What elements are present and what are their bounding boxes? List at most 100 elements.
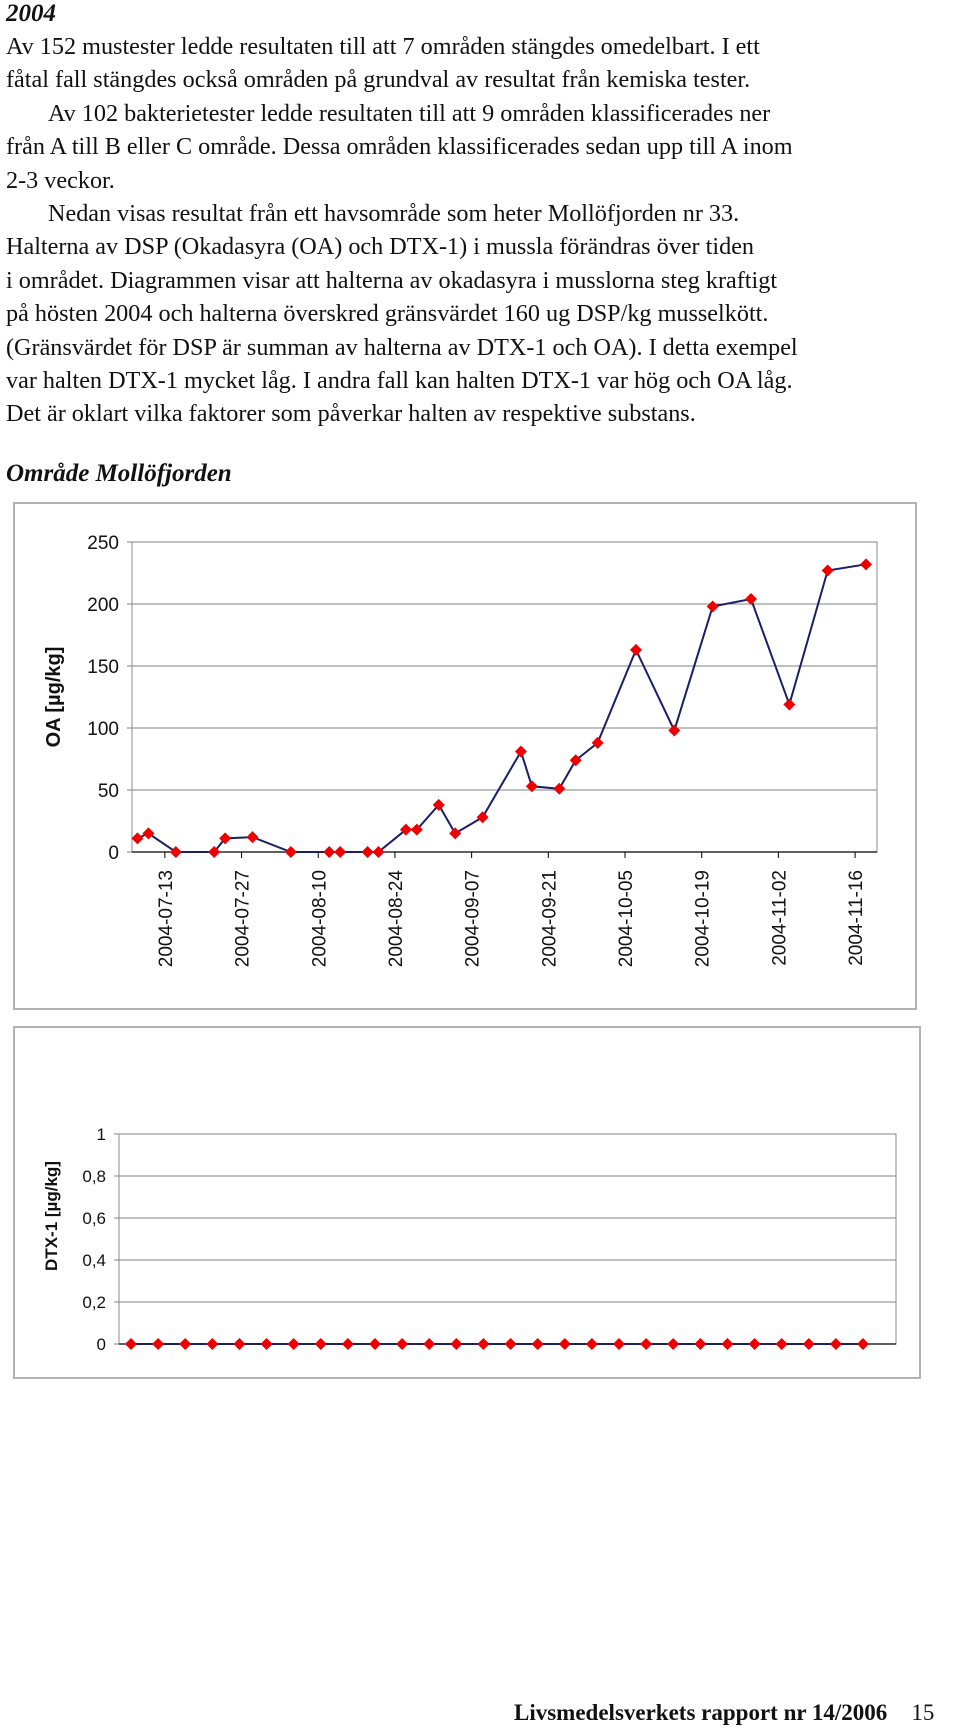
data-point xyxy=(558,1338,571,1350)
x-tick-label: 2004-10-19 xyxy=(693,870,714,967)
data-point xyxy=(287,1338,300,1350)
data-point xyxy=(553,782,566,795)
data-point xyxy=(640,1338,653,1350)
oa-chart-svg: 0 50 100 150 200 250 2004-07-13 2004-07-27 2004-… xyxy=(43,533,878,968)
data-point xyxy=(775,1338,788,1350)
page-number: 15 xyxy=(911,1700,935,1725)
data-point xyxy=(361,846,374,858)
paragraph-line: Av 102 bakterietester ledde resultaten t… xyxy=(48,99,771,127)
data-point xyxy=(246,831,259,844)
paragraph-line: (Gränsvärdet för DSP är summan av halter… xyxy=(6,333,798,361)
x-tick-label: 2004-11-02 xyxy=(769,870,790,966)
x-tick-label: 2004-10-05 xyxy=(616,870,637,967)
paragraph-line: Halterna av DSP (Okadasyra (OA) och DTX-… xyxy=(6,233,755,261)
paragraph-line: i området. Diagrammen visar att halterna… xyxy=(6,266,778,294)
data-point xyxy=(449,827,462,840)
y-tick-label: 1 xyxy=(97,1125,106,1144)
data-point xyxy=(314,1338,327,1350)
dtx-chart: 0 0,2 0,4 0,6 0,8 1 DTX-1 [µg/kg] xyxy=(13,1026,921,1379)
data-point xyxy=(372,846,385,858)
x-tick-label: 2004-07-13 xyxy=(156,870,177,967)
y-tick-label: 0 xyxy=(108,843,119,864)
data-point xyxy=(334,846,347,858)
data-point xyxy=(860,558,873,571)
section-year-heading: 2004 xyxy=(6,0,56,27)
data-point xyxy=(323,846,336,858)
data-point xyxy=(668,724,681,737)
data-point xyxy=(585,1338,598,1350)
y-tick-label: 0,4 xyxy=(82,1251,106,1270)
y-tick-label: 150 xyxy=(87,657,119,678)
paragraph-line: från A till B eller C område. Dessa områ… xyxy=(6,133,793,161)
x-tick-label: 2004-08-24 xyxy=(386,870,407,968)
x-tick-label: 2004-09-21 xyxy=(539,870,560,967)
paragraph-line: Det är oklart vilka faktorer som påverka… xyxy=(6,400,696,428)
paragraph-line: var halten DTX-1 mycket låg. I andra fal… xyxy=(6,367,793,395)
data-point xyxy=(233,1338,246,1350)
data-point xyxy=(219,832,232,845)
paragraph-line: 2-3 veckor. xyxy=(6,166,115,194)
data-point xyxy=(142,827,155,840)
data-point xyxy=(208,846,221,858)
y-axis-title: OA [µg/kg] xyxy=(43,647,65,748)
data-point xyxy=(745,593,758,606)
plot-area xyxy=(131,541,878,853)
data-point xyxy=(821,564,834,577)
data-point xyxy=(629,643,642,656)
data-point xyxy=(857,1338,869,1350)
data-point xyxy=(179,1338,192,1350)
y-tick-label: 0,6 xyxy=(82,1209,106,1228)
data-point xyxy=(396,1338,409,1350)
data-point xyxy=(341,1338,354,1350)
x-tick-label: 2004-11-16 xyxy=(846,870,867,966)
data-point xyxy=(450,1338,463,1350)
y-tick-label: 50 xyxy=(98,781,119,802)
data-point xyxy=(476,811,489,824)
page-footer: Livsmedelsverkets rapport nr 14/2006 15 xyxy=(514,1700,934,1726)
data-point xyxy=(721,1338,734,1350)
data-point xyxy=(169,846,182,858)
data-point xyxy=(783,698,796,711)
data-point xyxy=(504,1338,517,1350)
series-line xyxy=(137,563,867,853)
x-tick-label: 2004-09-07 xyxy=(463,870,484,967)
data-point xyxy=(477,1338,490,1350)
dtx-chart-svg: 0 0,2 0,4 0,6 0,8 1 DTX-1 [µg/kg] xyxy=(42,1125,897,1354)
data-point xyxy=(667,1338,680,1350)
data-point xyxy=(260,1338,273,1350)
y-axis-title: DTX-1 [µg/kg] xyxy=(42,1161,61,1271)
x-tick-label: 2004-08-10 xyxy=(309,870,330,967)
data-point xyxy=(423,1338,436,1350)
data-point xyxy=(694,1338,707,1350)
data-point xyxy=(591,736,604,749)
chart-section-title: Område Mollöfjorden xyxy=(6,460,232,487)
data-point xyxy=(125,1338,137,1350)
data-point xyxy=(569,754,582,767)
data-point xyxy=(802,1338,815,1350)
body-text: Av 152 mustester ledde resultaten till a… xyxy=(6,30,956,431)
data-point xyxy=(131,832,144,845)
data-point xyxy=(206,1338,219,1350)
y-tick-label: 0,8 xyxy=(82,1167,106,1186)
data-point xyxy=(531,1338,544,1350)
paragraph-line: Nedan visas resultat från ett havsområde… xyxy=(48,200,740,228)
data-point xyxy=(284,846,297,858)
x-tick-label: 2004-07-27 xyxy=(233,870,254,967)
y-tick-label: 0 xyxy=(97,1335,106,1354)
data-point xyxy=(613,1338,625,1350)
y-tick-label: 200 xyxy=(87,595,119,616)
plot-area xyxy=(118,1133,897,1345)
data-point xyxy=(748,1338,761,1350)
data-point xyxy=(829,1338,842,1350)
y-tick-label: 250 xyxy=(87,533,119,554)
y-tick-label: 100 xyxy=(87,719,119,740)
paragraph-line: fåtal fall stängdes också områden på gru… xyxy=(6,66,751,94)
paragraph-line: på hösten 2004 och halterna överskred gr… xyxy=(6,300,769,328)
data-point xyxy=(706,600,719,613)
report-name: Livsmedelsverkets rapport nr 14/2006 xyxy=(514,1700,888,1725)
y-tick-label: 0,2 xyxy=(82,1293,106,1312)
oa-chart: 0 50 100 150 200 250 2004-07-13 2004-07-27 2004-… xyxy=(13,502,917,1010)
paragraph-line: Av 152 mustester ledde resultaten till a… xyxy=(6,33,760,60)
data-point xyxy=(525,780,538,793)
data-point xyxy=(399,823,412,836)
